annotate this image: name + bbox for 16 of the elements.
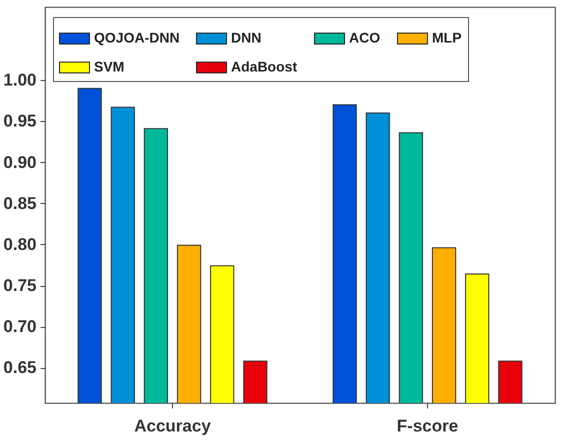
y-tick-label: 0.65 [3,358,36,378]
y-tick-label: 1.00 [3,70,36,90]
y-tick-label: 0.95 [3,112,36,131]
legend-label: AdaBoost [231,58,298,74]
x-tick-label: F-score [396,416,458,436]
legend-label: SVM [94,58,124,74]
legend-label: ACO [349,30,380,46]
legend-label: QOJOA-DNN [94,30,180,46]
y-tick-label: 0.80 [3,234,36,254]
y-tick-label: 0.90 [3,152,36,172]
x-tick-label: Accuracy [134,416,212,436]
legend-label: DNN [231,30,262,46]
y-tick-label: 0.85 [3,194,36,213]
y-tick-label: 0.70 [3,317,36,336]
y-tick-label: 0.75 [3,276,36,296]
legend-label: MLP [432,30,462,46]
